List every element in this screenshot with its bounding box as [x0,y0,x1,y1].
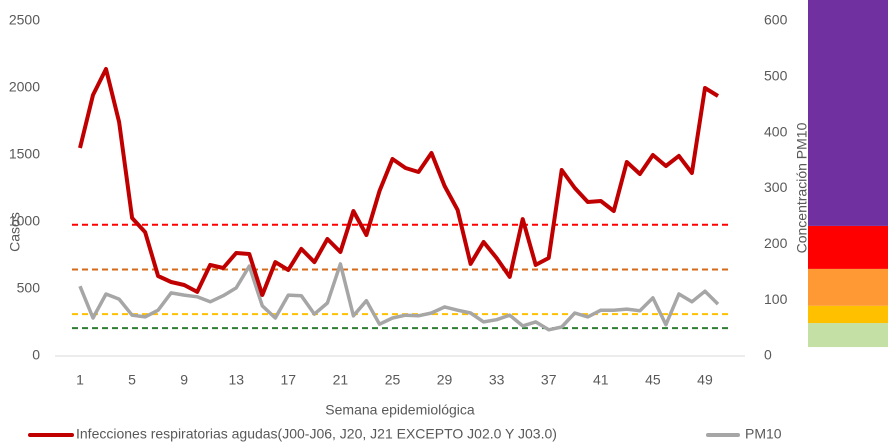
y-tick-label: 2500 [9,12,40,28]
legend-label: PM10 [745,426,782,442]
pm10-band [808,0,888,226]
x-tick-label: 9 [180,372,188,388]
y-tick-label: 500 [17,280,41,296]
y2-tick-label: 400 [764,123,788,139]
y2-axis-label: Concentración PM10 [794,122,810,253]
y2-tick-label: 100 [764,291,788,307]
x-tick-label: 45 [645,372,661,388]
pm10-band [808,305,888,324]
x-tick-label: 49 [697,372,713,388]
pm10-band [808,268,888,306]
x-tick-label: 1 [76,372,84,388]
y-axis-label: Casos [7,212,23,252]
x-tick-label: 37 [541,372,557,388]
x-tick-label: 41 [593,372,609,388]
x-tick-label: 17 [281,372,297,388]
x-tick-label: 33 [489,372,505,388]
y2-tick-label: 600 [764,12,788,28]
x-tick-label: 5 [128,372,136,388]
series-line [78,67,720,297]
x-tick-label: 13 [228,372,244,388]
x-tick-label: 29 [437,372,453,388]
series-line [78,262,720,332]
y2-tick-label: 200 [764,235,788,251]
y2-tick-label: 300 [764,179,788,195]
x-tick-label: 21 [333,372,349,388]
y-tick-label: 1000 [9,213,40,229]
y2-tick-label: 500 [764,68,788,84]
x-tick-label: 25 [385,372,401,388]
y2-tick-label: 0 [764,347,772,363]
legend-label: Infecciones respiratorias agudas(J00-J06… [76,426,557,442]
pm10-band [808,225,888,269]
y-tick-label: 1500 [9,146,40,162]
x-axis-label: Semana epidemiológica [325,402,475,418]
y-tick-label: 0 [32,347,40,363]
y-tick-label: 2000 [9,79,40,95]
pm10-band [808,323,888,348]
